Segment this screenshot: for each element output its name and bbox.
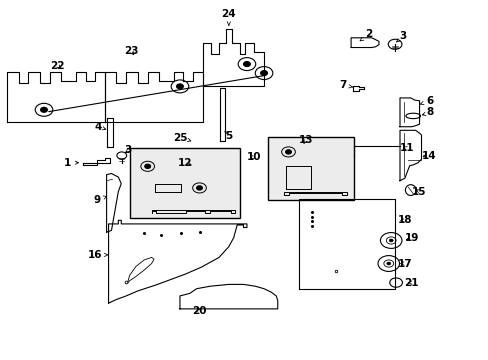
Circle shape [41,107,47,112]
Circle shape [386,262,390,265]
Text: 12: 12 [177,158,192,168]
Text: 6: 6 [420,96,433,106]
Text: 22: 22 [50,60,65,71]
Text: 16: 16 [88,250,108,260]
Text: 14: 14 [421,150,436,161]
Text: 19: 19 [404,233,418,243]
Text: 7: 7 [339,80,352,90]
Text: 25: 25 [172,132,190,143]
Text: 23: 23 [123,46,138,56]
Text: 21: 21 [404,278,418,288]
Text: 20: 20 [192,306,206,316]
Text: 18: 18 [397,215,411,225]
Text: 17: 17 [397,258,411,269]
Text: 24: 24 [221,9,236,25]
Text: 2: 2 [359,29,372,41]
Text: 15: 15 [411,186,426,197]
Circle shape [243,62,250,67]
Text: 11: 11 [399,143,413,153]
Text: 13: 13 [298,135,312,145]
Circle shape [285,150,291,154]
Text: 3: 3 [396,31,406,42]
Text: 10: 10 [246,152,261,162]
Text: 1: 1 [64,158,79,168]
Circle shape [196,186,202,190]
Text: 4: 4 [94,122,105,132]
Text: 3: 3 [124,145,131,156]
FancyBboxPatch shape [267,137,353,200]
Circle shape [176,84,183,89]
Circle shape [388,239,392,242]
Text: 8: 8 [422,107,433,117]
Text: 5: 5 [224,131,232,141]
Circle shape [144,164,150,168]
Circle shape [260,71,267,76]
FancyBboxPatch shape [129,148,239,218]
Text: 9: 9 [93,195,106,205]
